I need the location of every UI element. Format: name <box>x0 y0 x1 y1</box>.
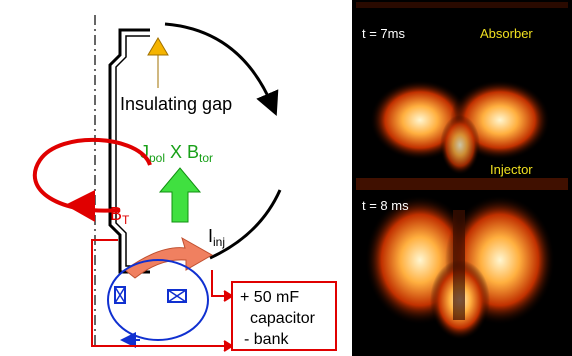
force-arrow <box>160 168 200 222</box>
b: B <box>110 204 122 224</box>
i-sub: inj <box>213 235 225 249</box>
force-label: Jpol X Btor <box>140 142 213 165</box>
current-arrow <box>125 238 212 278</box>
b: B <box>187 142 199 162</box>
capacitor-text: + 50 mF <box>240 289 299 306</box>
field-arrowhead <box>65 190 95 222</box>
field-label: BT <box>110 204 130 227</box>
frame-time: t = 7ms <box>362 26 405 41</box>
wire <box>212 270 232 296</box>
figure: Insulating gap Jpol X Btor BT Iinj + 50 … <box>0 0 572 356</box>
schematic: Insulating gap Jpol X Btor BT Iinj + 50 … <box>35 15 336 351</box>
frame-label: Injector <box>490 162 533 177</box>
frame-label: Absorber <box>480 26 533 41</box>
camera-frames: t = 7ms Absorber t = 8 ms Injector <box>352 0 572 356</box>
gap-arrow <box>148 38 168 88</box>
capacitor-text: capacitor <box>250 310 316 327</box>
capacitor-text: - bank <box>244 331 289 348</box>
cross: X <box>165 142 187 162</box>
frame-time: t = 8 ms <box>362 198 409 213</box>
b-sub: tor <box>199 151 213 165</box>
j-sub: pol <box>149 151 165 165</box>
current-label: Iinj <box>208 226 225 249</box>
b-sub: T <box>122 213 130 227</box>
flux-arc <box>165 24 272 105</box>
gap-label: Insulating gap <box>120 94 232 114</box>
